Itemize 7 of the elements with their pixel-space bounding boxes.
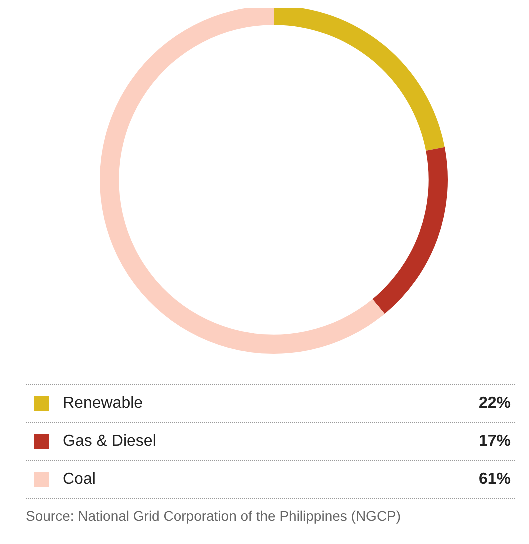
legend-label: Coal (63, 470, 97, 488)
data-label: 22% (478, 394, 511, 412)
legend-label: Gas & Diesel (63, 432, 158, 450)
legend-label: Renewable (63, 394, 144, 412)
data-label: 61% (478, 470, 511, 488)
source-note: Source: National Grid Corporation of the Philippines (NGCP) (26, 508, 402, 524)
data-label: 17% (478, 432, 511, 450)
